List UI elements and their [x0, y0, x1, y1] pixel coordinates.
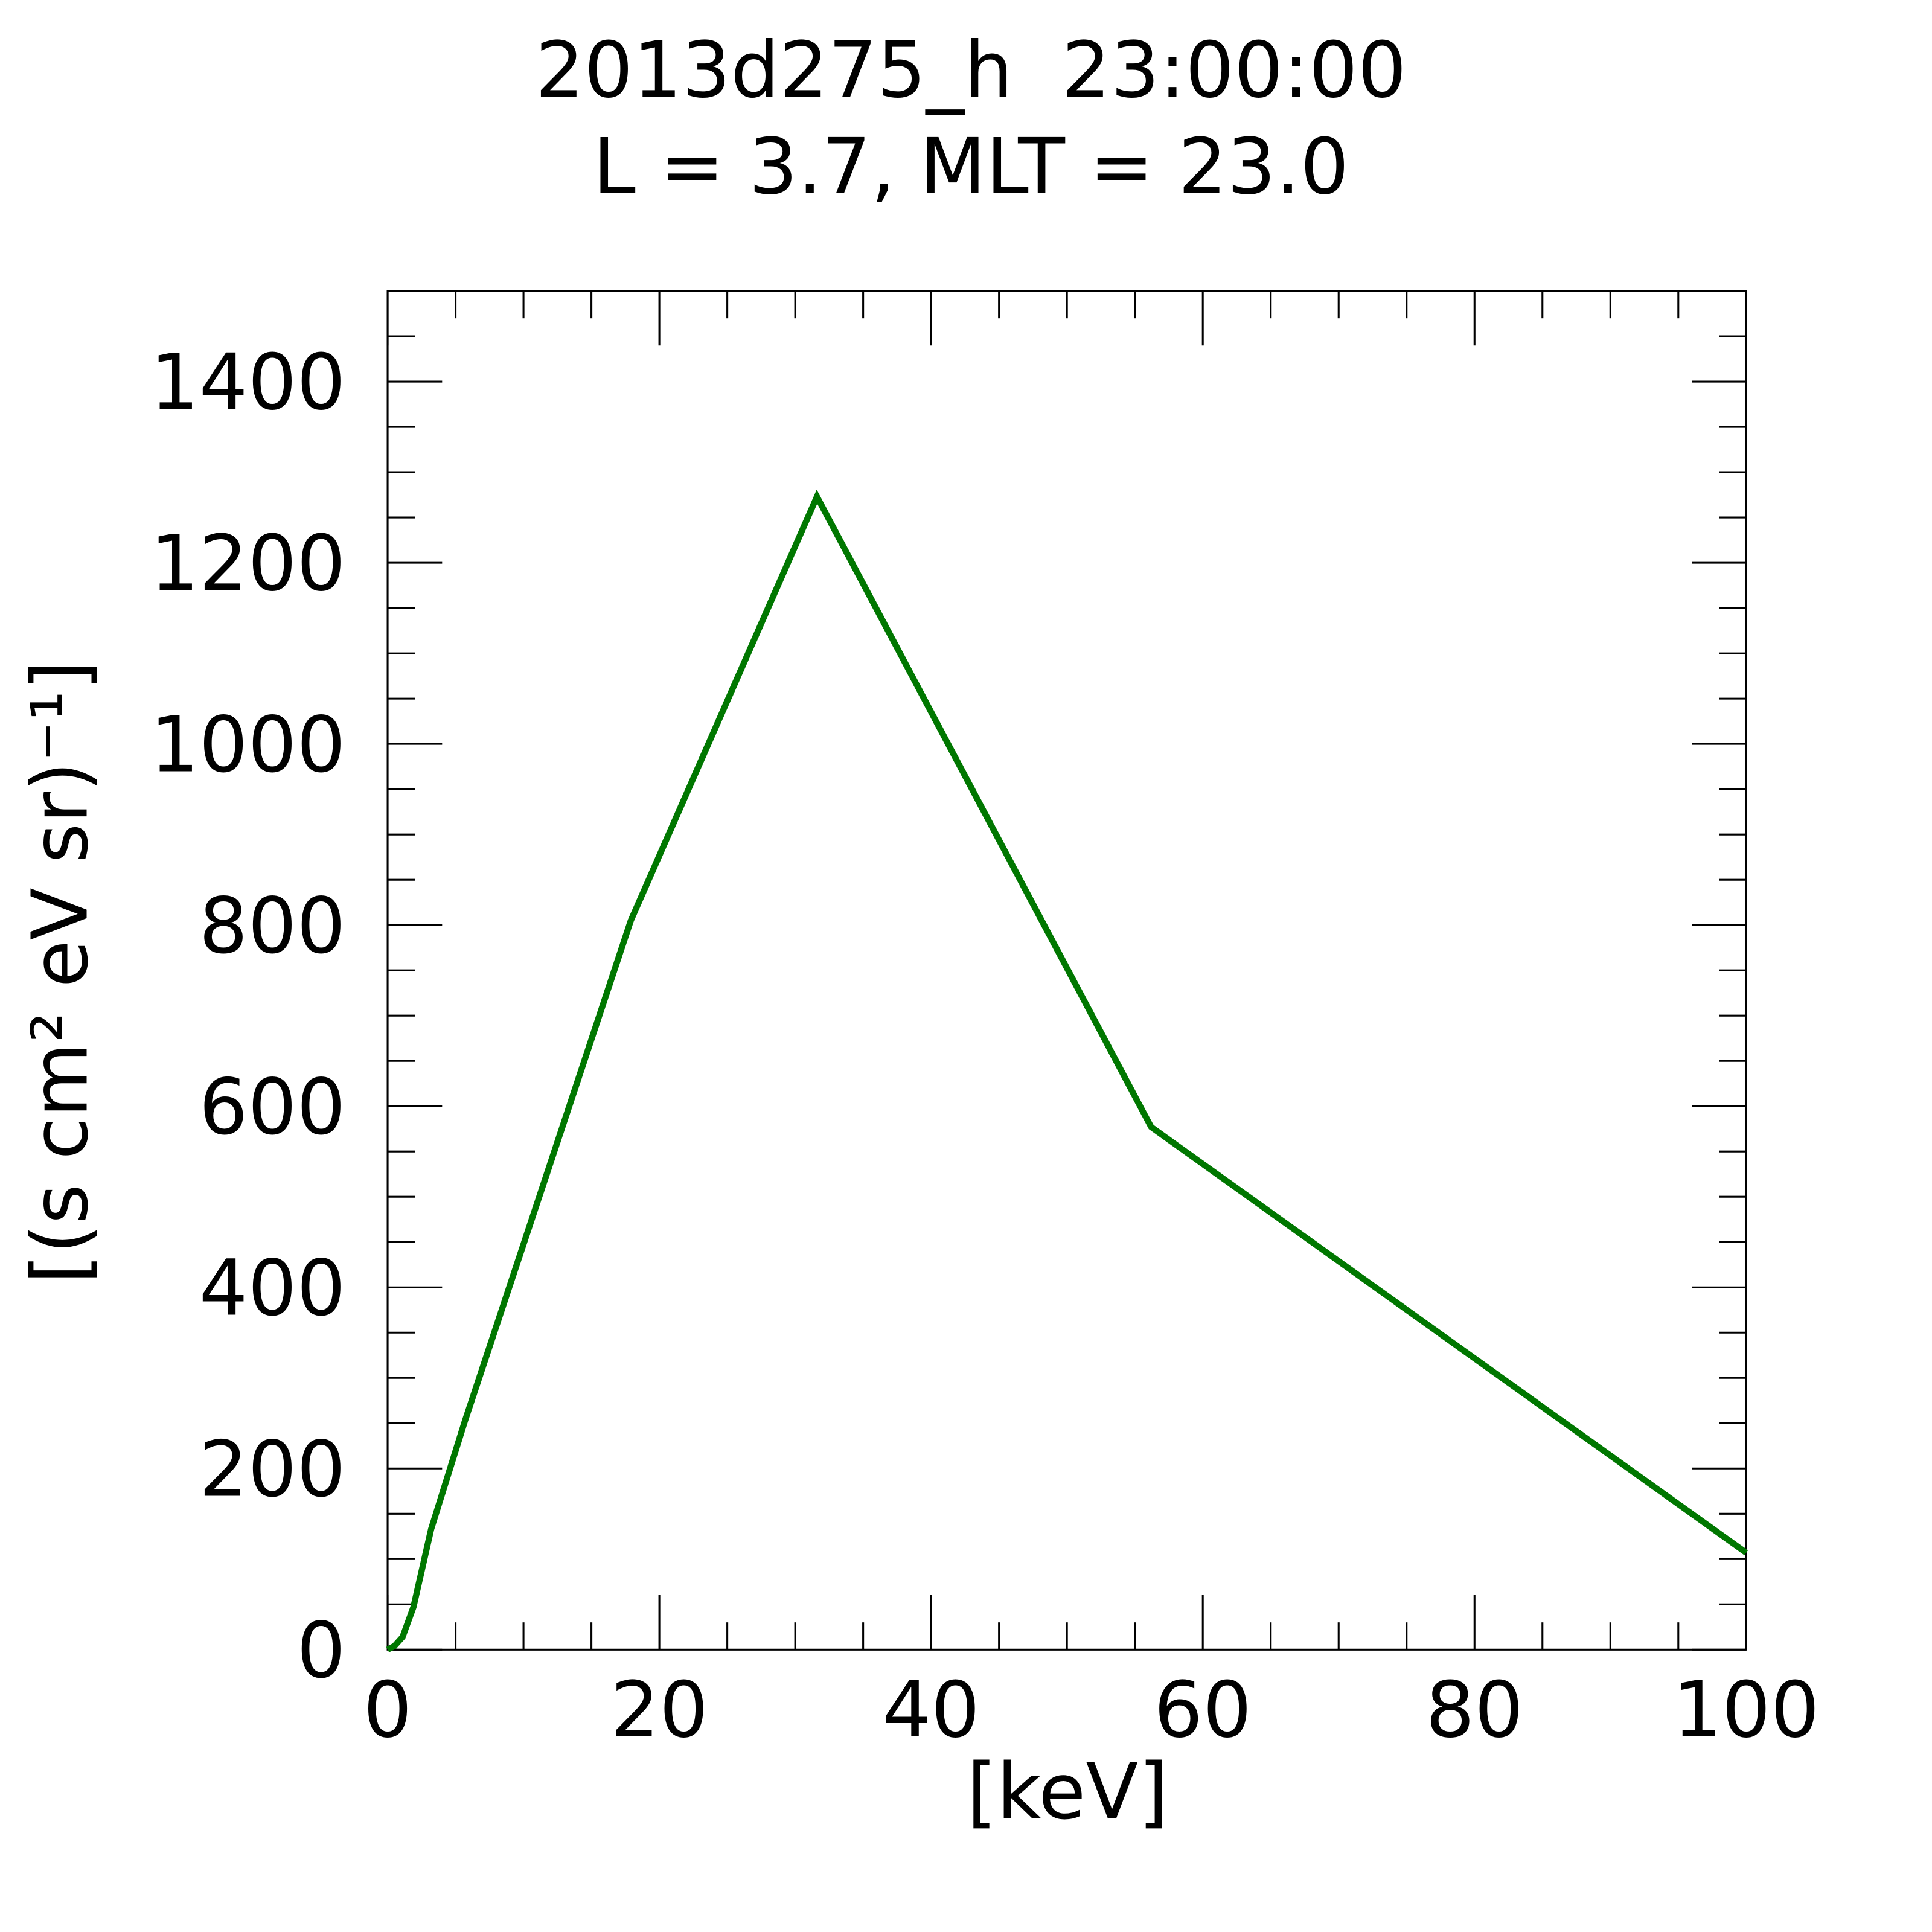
y-tick-label: 1400 — [150, 337, 346, 427]
x-tick-label: 80 — [1425, 1665, 1523, 1754]
chart-subtitle: L = 3.7, MLT = 23.0 — [593, 122, 1349, 211]
y-tick-label: 200 — [199, 1424, 346, 1514]
y-tick-label: 1200 — [150, 519, 346, 608]
y-tick-label: 800 — [199, 881, 346, 970]
y-axis-label: [(s cm² eV sr)⁻¹] — [16, 661, 105, 1284]
chart-title: 2013d275_h 23:00:00 — [536, 25, 1407, 115]
data-line — [386, 489, 1748, 1652]
y-tick-label: 400 — [199, 1243, 346, 1332]
x-tick-label: 100 — [1673, 1665, 1820, 1754]
y-tick-label: 0 — [296, 1605, 345, 1695]
x-tick-label: 0 — [363, 1665, 412, 1754]
y-tick-label: 1000 — [150, 700, 346, 789]
x-axis-label: [keV] — [967, 1747, 1168, 1836]
y-tick-label: 600 — [199, 1062, 346, 1151]
x-tick-label: 60 — [1154, 1665, 1252, 1754]
x-tick-label: 20 — [610, 1665, 708, 1754]
x-tick-label: 40 — [882, 1665, 980, 1754]
